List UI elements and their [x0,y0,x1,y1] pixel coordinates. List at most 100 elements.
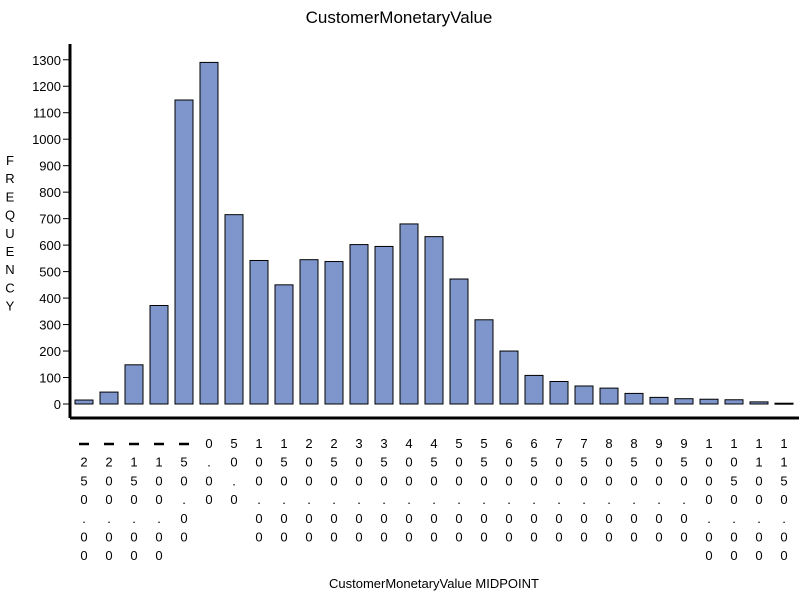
svg-text:0: 0 [105,492,112,507]
bar [349,244,369,405]
svg-text:0: 0 [655,530,662,545]
svg-text:0: 0 [630,473,637,488]
svg-text:0: 0 [405,530,412,545]
svg-text:0: 0 [330,511,337,526]
y-tick-label: 1100 [33,106,61,121]
bar [724,399,744,405]
svg-text:.: . [182,492,186,507]
svg-text:0: 0 [155,548,162,563]
svg-text:1: 1 [155,455,162,470]
svg-text:0: 0 [605,473,612,488]
svg-text:2: 2 [105,455,112,470]
svg-text:0: 0 [230,492,237,507]
y-tick-label: 1000 [32,132,61,147]
bar [399,223,419,405]
svg-text:0: 0 [705,473,712,488]
svg-text:0: 0 [255,473,262,488]
svg-text:9: 9 [655,436,662,451]
y-axis-label-char: U [5,226,14,241]
bar [324,261,344,405]
svg-text:0: 0 [730,548,737,563]
x-tick-label: 200.00 [305,436,312,545]
svg-text:0: 0 [430,473,437,488]
svg-text:0: 0 [430,511,437,526]
svg-text:0: 0 [555,473,562,488]
bar [574,385,594,405]
y-tick-label: 100 [39,371,61,386]
svg-text:0: 0 [130,530,137,545]
svg-text:.: . [557,492,561,507]
svg-text:0: 0 [105,530,112,545]
svg-text:.: . [407,492,411,507]
svg-text:0: 0 [305,530,312,545]
svg-text:0: 0 [380,511,387,526]
svg-text:0: 0 [180,530,187,545]
svg-text:0: 0 [380,530,387,545]
svg-text:1: 1 [755,436,762,451]
svg-text:0: 0 [255,511,262,526]
svg-text:6: 6 [505,436,512,451]
svg-text:0: 0 [180,511,187,526]
svg-text:0: 0 [555,511,562,526]
y-axis-label-char: F [6,153,14,168]
bar [174,99,194,405]
svg-text:5: 5 [730,473,737,488]
svg-text:0: 0 [780,530,787,545]
svg-text:.: . [432,492,436,507]
bar [424,236,444,405]
svg-text:0: 0 [755,548,762,563]
svg-text:.: . [682,492,686,507]
x-tick-label: 900.00 [655,436,662,545]
bar [199,61,219,405]
bar [249,259,269,405]
x-tick-label: 300.00 [355,436,362,545]
svg-text:5: 5 [455,436,462,451]
svg-text:1: 1 [130,455,137,470]
svg-text:0: 0 [205,473,212,488]
svg-text:.: . [107,511,111,526]
x-tick-label: 200.00 [104,442,114,563]
svg-text:0: 0 [405,455,412,470]
x-tick-label: 500.00 [455,436,462,545]
bar [774,402,794,405]
svg-text:7: 7 [555,436,562,451]
svg-text:0: 0 [655,511,662,526]
svg-text:0: 0 [530,530,537,545]
svg-text:0: 0 [330,473,337,488]
svg-text:4: 4 [405,436,412,451]
svg-text:1: 1 [755,455,762,470]
svg-text:1: 1 [780,455,787,470]
svg-text:5: 5 [580,455,587,470]
svg-text:.: . [757,511,761,526]
svg-text:5: 5 [280,455,287,470]
chart-title: CustomerMonetaryValue [306,8,493,27]
svg-text:0: 0 [705,530,712,545]
y-tick-label: 1200 [32,79,61,94]
bar [624,392,644,405]
bar [599,387,619,405]
bar [474,319,494,405]
svg-text:0: 0 [455,511,462,526]
svg-text:0: 0 [80,548,87,563]
y-tick-label: 1300 [32,53,61,68]
svg-text:0: 0 [255,455,262,470]
svg-text:0: 0 [280,511,287,526]
svg-text:0: 0 [405,473,412,488]
bar [149,304,169,405]
svg-text:0: 0 [355,511,362,526]
svg-text:0: 0 [355,473,362,488]
svg-text:5: 5 [430,455,437,470]
svg-text:0: 0 [330,530,337,545]
svg-text:0: 0 [780,492,787,507]
y-tick-label: 600 [39,238,61,253]
bar [299,259,319,405]
svg-text:0: 0 [680,530,687,545]
svg-text:0: 0 [355,530,362,545]
svg-text:9: 9 [680,436,687,451]
svg-text:5: 5 [130,473,137,488]
svg-text:0: 0 [480,473,487,488]
svg-text:0: 0 [155,473,162,488]
svg-text:0: 0 [605,530,612,545]
svg-text:0: 0 [455,473,462,488]
bar [649,396,669,405]
